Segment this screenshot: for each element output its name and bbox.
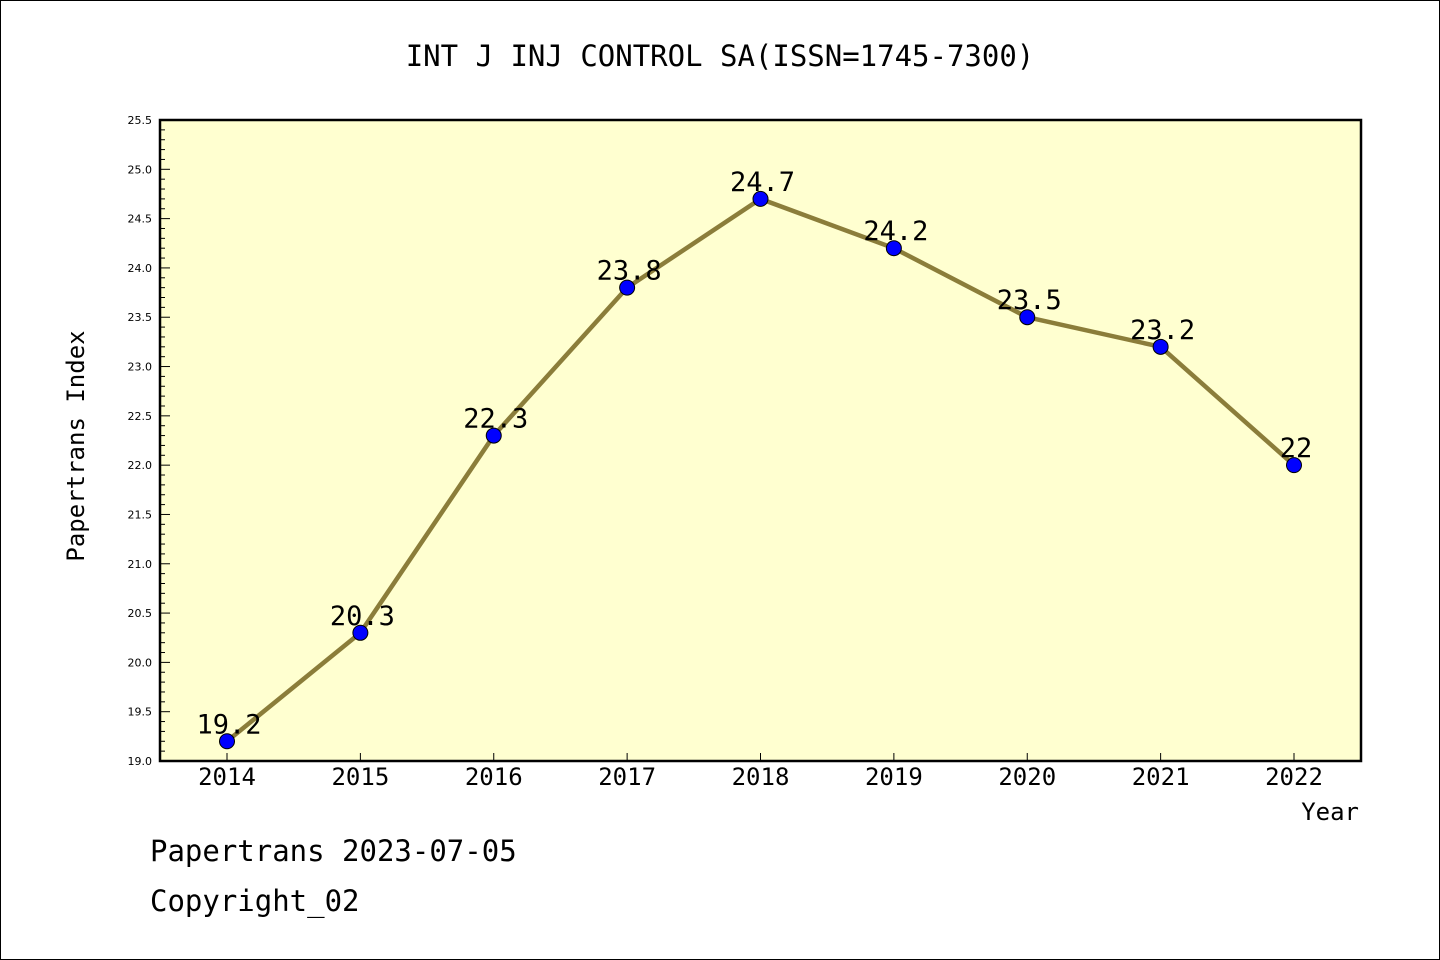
data-label: 24.2 (863, 216, 928, 247)
y-tick-label: 24.0 (128, 262, 153, 275)
x-axis: 2014 2015 2016 2017 2018 2019 2020 2021 2022 (198, 753, 1323, 791)
data-label: 23.8 (597, 256, 662, 287)
y-tick-label: 22.5 (128, 410, 153, 423)
data-point (352, 624, 369, 641)
y-tick-label: 22.0 (128, 459, 153, 472)
y-tick-label: 21.5 (128, 508, 153, 521)
y-axis-label: Papertrans Index (62, 330, 90, 561)
data-label: 23.2 (1130, 315, 1195, 346)
data-point (752, 190, 769, 207)
x-tick-label: 2018 (732, 763, 790, 791)
data-label: 23.5 (997, 285, 1062, 316)
x-tick-label: 2020 (998, 763, 1056, 791)
y-tick-label: 19.5 (128, 706, 153, 719)
data-label: 22 (1280, 433, 1313, 464)
y-tick-label: 23.5 (128, 311, 153, 324)
x-tick-label: 2017 (598, 763, 656, 791)
x-axis-label: Year (1301, 798, 1359, 826)
x-tick-label: 2015 (331, 763, 389, 791)
plot-area (158, 118, 1363, 763)
data-point (619, 279, 636, 296)
data-label: 20.3 (330, 601, 395, 632)
data-labels: 19.2 20.3 22.3 23.8 24.7 24.2 23.5 23.2 22 (196, 167, 1312, 740)
y-tick-label: 25.0 (128, 163, 153, 176)
y-axis: 19.0 19.5 20.0 20.5 21.0 21.5 22.0 22.5 23.0 23.5… (128, 114, 170, 768)
x-tick-label: 2019 (865, 763, 923, 791)
x-tick-label: 2014 (198, 763, 256, 791)
y-tick-label: 24.5 (128, 213, 153, 226)
y-tick-label: 21.0 (128, 558, 153, 571)
footer-copyright: Copyright_02 (150, 884, 360, 918)
data-label: 24.7 (730, 167, 795, 198)
data-label: 22.3 (463, 404, 528, 435)
y-tick-label: 25.5 (128, 114, 153, 127)
data-point (219, 733, 235, 750)
series-line-group (219, 190, 1302, 750)
footer-source: Papertrans 2023-07-05 (150, 834, 517, 868)
data-point (1152, 338, 1169, 355)
x-tick-label: 2021 (1132, 763, 1190, 791)
y-tick-label: 23.0 (128, 361, 153, 374)
y-tick-label: 20.0 (128, 656, 153, 669)
y-tick-label: 19.0 (128, 755, 153, 768)
data-point (485, 427, 502, 444)
x-tick-label: 2016 (465, 763, 523, 791)
x-tick-label: 2022 (1265, 763, 1323, 791)
data-point (1019, 309, 1036, 326)
data-point (885, 240, 902, 257)
data-point (1286, 457, 1302, 474)
data-label: 19.2 (196, 709, 261, 740)
chart-title: INT J INJ CONTROL SA(ISSN=1745-7300) (406, 39, 1035, 73)
y-tick-label: 20.5 (128, 607, 153, 620)
